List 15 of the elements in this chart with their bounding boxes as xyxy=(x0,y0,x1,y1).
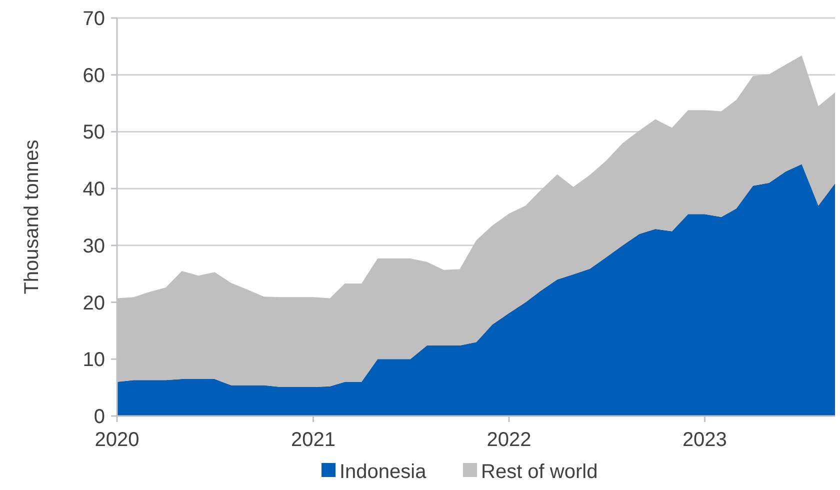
x-tick-label: 2022 xyxy=(486,429,532,451)
x-tick-label: 2023 xyxy=(682,429,727,451)
y-tick-label: 50 xyxy=(82,122,105,144)
y-axis-title: Thousand tonnes xyxy=(21,140,43,294)
x-tick-label: 2020 xyxy=(94,429,140,451)
legend-label: Rest of world xyxy=(481,461,598,483)
y-tick-label: 60 xyxy=(82,64,105,87)
y-tick-label: 20 xyxy=(82,292,105,314)
y-tick-label: 10 xyxy=(82,349,105,372)
y-tick-label: 70 xyxy=(82,8,105,30)
y-tick-label: 30 xyxy=(82,235,105,258)
x-tick-label: 2021 xyxy=(291,429,336,451)
y-tick-label: 40 xyxy=(82,178,105,201)
y-tick-label: 0 xyxy=(94,406,105,428)
legend-label: Indonesia xyxy=(340,461,428,483)
